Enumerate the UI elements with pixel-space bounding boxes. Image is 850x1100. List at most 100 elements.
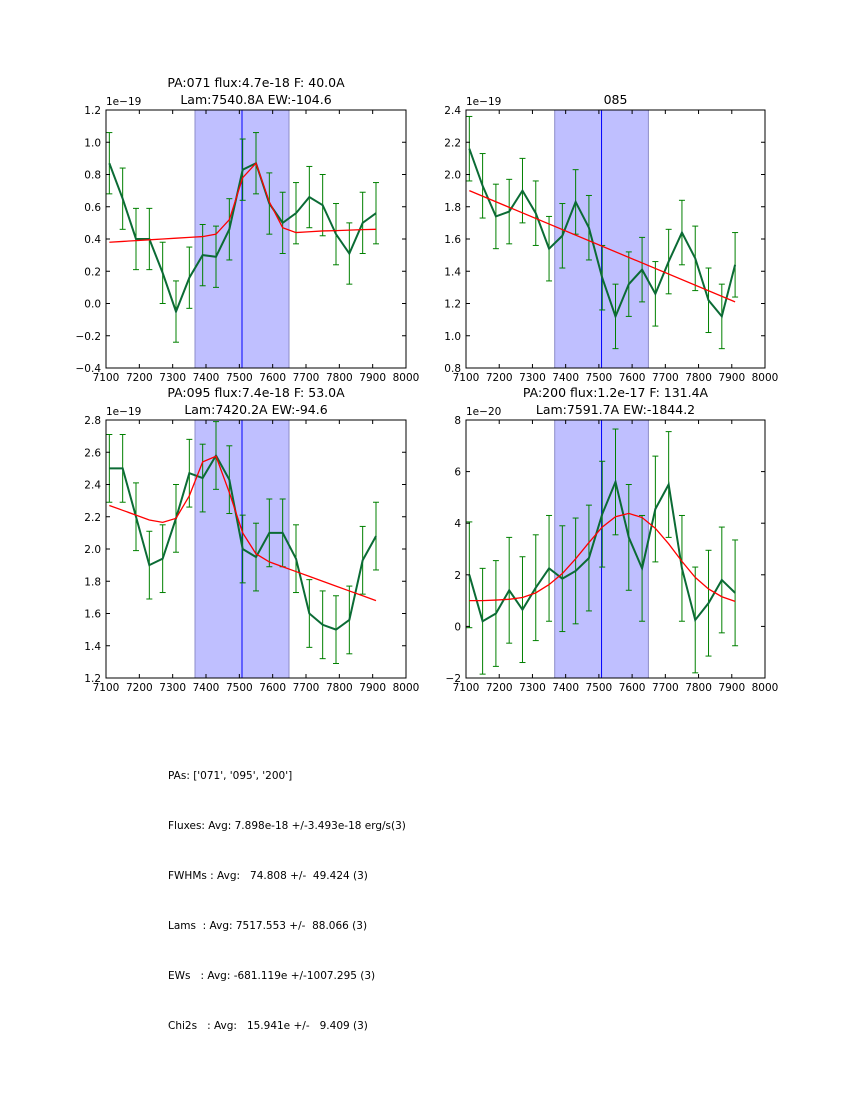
summary-fluxes: Fluxes: Avg: 7.898e-18 +/-3.493e-18 erg/… bbox=[168, 820, 406, 832]
y-offset-label: 1e−19 bbox=[106, 96, 141, 108]
x-tick-label: 7500 bbox=[586, 372, 613, 384]
y-tick-label: 2.0 bbox=[444, 170, 461, 182]
subplot-title: PA:200 flux:1.2e-17 F: 131.4A bbox=[523, 385, 709, 400]
y-tick-label: 1.6 bbox=[444, 234, 461, 246]
y-tick-label: 1.0 bbox=[444, 331, 461, 343]
fit-line bbox=[469, 512, 736, 602]
x-tick-label: 7600 bbox=[259, 372, 286, 384]
x-tick-label: 7100 bbox=[93, 372, 120, 384]
x-tick-label: 8000 bbox=[752, 372, 779, 384]
y-tick-label: 4 bbox=[454, 518, 461, 530]
x-tick-label: 7200 bbox=[126, 682, 153, 694]
y-tick-label: 2.8 bbox=[84, 415, 101, 427]
y-offset-label: 1e−20 bbox=[466, 406, 501, 418]
summary-lams: Lams : Avg: 7517.553 +/- 88.066 (3) bbox=[168, 920, 368, 932]
x-tick-label: 7700 bbox=[652, 682, 679, 694]
x-tick-label: 7800 bbox=[326, 682, 353, 694]
y-tick-label: −0.2 bbox=[76, 331, 102, 343]
y-offset-label: 1e−19 bbox=[466, 96, 501, 108]
y-offset-label: 1e−19 bbox=[106, 406, 141, 418]
y-tick-label: 1.2 bbox=[84, 673, 101, 685]
y-tick-label: 2.2 bbox=[444, 137, 461, 149]
x-tick-label: 7300 bbox=[519, 682, 546, 694]
subplot-1: 7100 7200 7300 7400 7500 7600 7700 7800 7900 8000… bbox=[76, 75, 420, 384]
y-tick-label: 0.8 bbox=[444, 363, 461, 375]
summary-fwhms: FWHMs : Avg: 74.808 +/- 49.424 (3) bbox=[168, 870, 368, 882]
x-tick-label: 7100 bbox=[93, 682, 120, 694]
x-tick-label: 7900 bbox=[359, 682, 386, 694]
x-tick-label: 7100 bbox=[453, 372, 480, 384]
y-tick-label: 1.0 bbox=[84, 137, 101, 149]
subplot-3: 7100 7200 7300 7400 7500 7600 7700 7800 7900 8000… bbox=[84, 385, 419, 694]
subplot-title: Lam:7540.8A EW:-104.6 bbox=[180, 92, 331, 107]
subplot-title: Lam:7591.7A EW:-1844.2 bbox=[536, 402, 695, 417]
subplot-title: Lam:7420.2A EW:-94.6 bbox=[184, 402, 327, 417]
x-tick-label: 7600 bbox=[619, 682, 646, 694]
x-tick-label: 7400 bbox=[552, 372, 579, 384]
x-tick-label: 7800 bbox=[685, 372, 712, 384]
y-tick-label: 8 bbox=[454, 415, 461, 427]
x-tick-label: 7800 bbox=[685, 682, 712, 694]
summary-ews: EWs : Avg: -681.119e +/-1007.295 (3) bbox=[168, 970, 376, 982]
x-tick-label: 7300 bbox=[519, 372, 546, 384]
y-tick-label: 0.8 bbox=[84, 170, 101, 182]
y-tick-label: 6 bbox=[454, 467, 461, 479]
x-tick-label: 7300 bbox=[159, 372, 186, 384]
x-tick-label: 7500 bbox=[586, 682, 613, 694]
x-tick-label: 7700 bbox=[293, 682, 320, 694]
summary-pas: PAs: ['071', '095', '200'] bbox=[168, 770, 293, 782]
summary-block: PAs: ['071', '095', '200'] Fluxes: Avg: … bbox=[168, 745, 406, 1057]
fit-line bbox=[109, 161, 377, 243]
y-tick-label: 2.2 bbox=[84, 512, 101, 524]
fit-line bbox=[109, 455, 377, 602]
y-tick-label: 0 bbox=[454, 621, 461, 633]
x-tick-label: 7300 bbox=[159, 682, 186, 694]
x-tick-label: 7900 bbox=[359, 372, 386, 384]
y-tick-label: 1.4 bbox=[444, 266, 461, 278]
x-tick-label: 7200 bbox=[486, 682, 513, 694]
x-tick-label: 7400 bbox=[552, 682, 579, 694]
x-tick-label: 7800 bbox=[326, 372, 353, 384]
fit-line bbox=[469, 190, 736, 303]
y-tick-label: 1.2 bbox=[84, 105, 101, 117]
axes-frame bbox=[465, 419, 766, 679]
x-tick-label: 7600 bbox=[259, 682, 286, 694]
y-tick-label: 1.4 bbox=[84, 641, 101, 653]
x-tick-label: 8000 bbox=[393, 682, 420, 694]
y-tick-label: 2.4 bbox=[84, 480, 101, 492]
x-tick-label: 7600 bbox=[619, 372, 646, 384]
x-tick-label: 7700 bbox=[652, 372, 679, 384]
y-tick-label: 0.6 bbox=[84, 202, 101, 214]
y-tick-label: 2.6 bbox=[84, 447, 101, 459]
y-tick-label: 1.8 bbox=[84, 576, 101, 588]
subplot-title: 085 bbox=[604, 92, 628, 107]
x-tick-label: 7500 bbox=[226, 682, 253, 694]
y-tick-label: 2 bbox=[454, 570, 461, 582]
subplot-2: 7100 7200 7300 7400 7500 7600 7700 7800 7900 8000… bbox=[444, 92, 778, 384]
summary-chi2s: Chi2s : Avg: 15.941e +/- 9.409 (3) bbox=[168, 1020, 368, 1032]
x-tick-label: 7900 bbox=[718, 372, 745, 384]
plot-area bbox=[466, 110, 739, 368]
x-tick-label: 7400 bbox=[193, 682, 220, 694]
x-tick-label: 7200 bbox=[126, 372, 153, 384]
y-tick-label: 2.4 bbox=[444, 105, 461, 117]
y-tick-label: 1.8 bbox=[444, 202, 461, 214]
subplot-title: PA:071 flux:4.7e-18 F: 40.0A bbox=[167, 75, 345, 90]
y-tick-label: −0.4 bbox=[76, 363, 102, 375]
x-tick-label: 7700 bbox=[293, 372, 320, 384]
y-tick-label: −2 bbox=[446, 673, 461, 685]
subplot-title: PA:095 flux:7.4e-18 F: 53.0A bbox=[167, 385, 345, 400]
x-tick-label: 7100 bbox=[453, 682, 480, 694]
y-tick-label: 0.0 bbox=[84, 299, 101, 311]
y-tick-label: 1.2 bbox=[444, 299, 461, 311]
x-tick-label: 7200 bbox=[486, 372, 513, 384]
y-tick-label: 1.6 bbox=[84, 609, 101, 621]
x-tick-label: 7500 bbox=[226, 372, 253, 384]
y-tick-label: 0.2 bbox=[84, 266, 101, 278]
y-tick-label: 0.4 bbox=[84, 234, 101, 246]
plot-area bbox=[106, 420, 379, 678]
y-tick-label: 2.0 bbox=[84, 544, 101, 556]
x-tick-label: 7900 bbox=[718, 682, 745, 694]
x-tick-label: 7400 bbox=[193, 372, 220, 384]
